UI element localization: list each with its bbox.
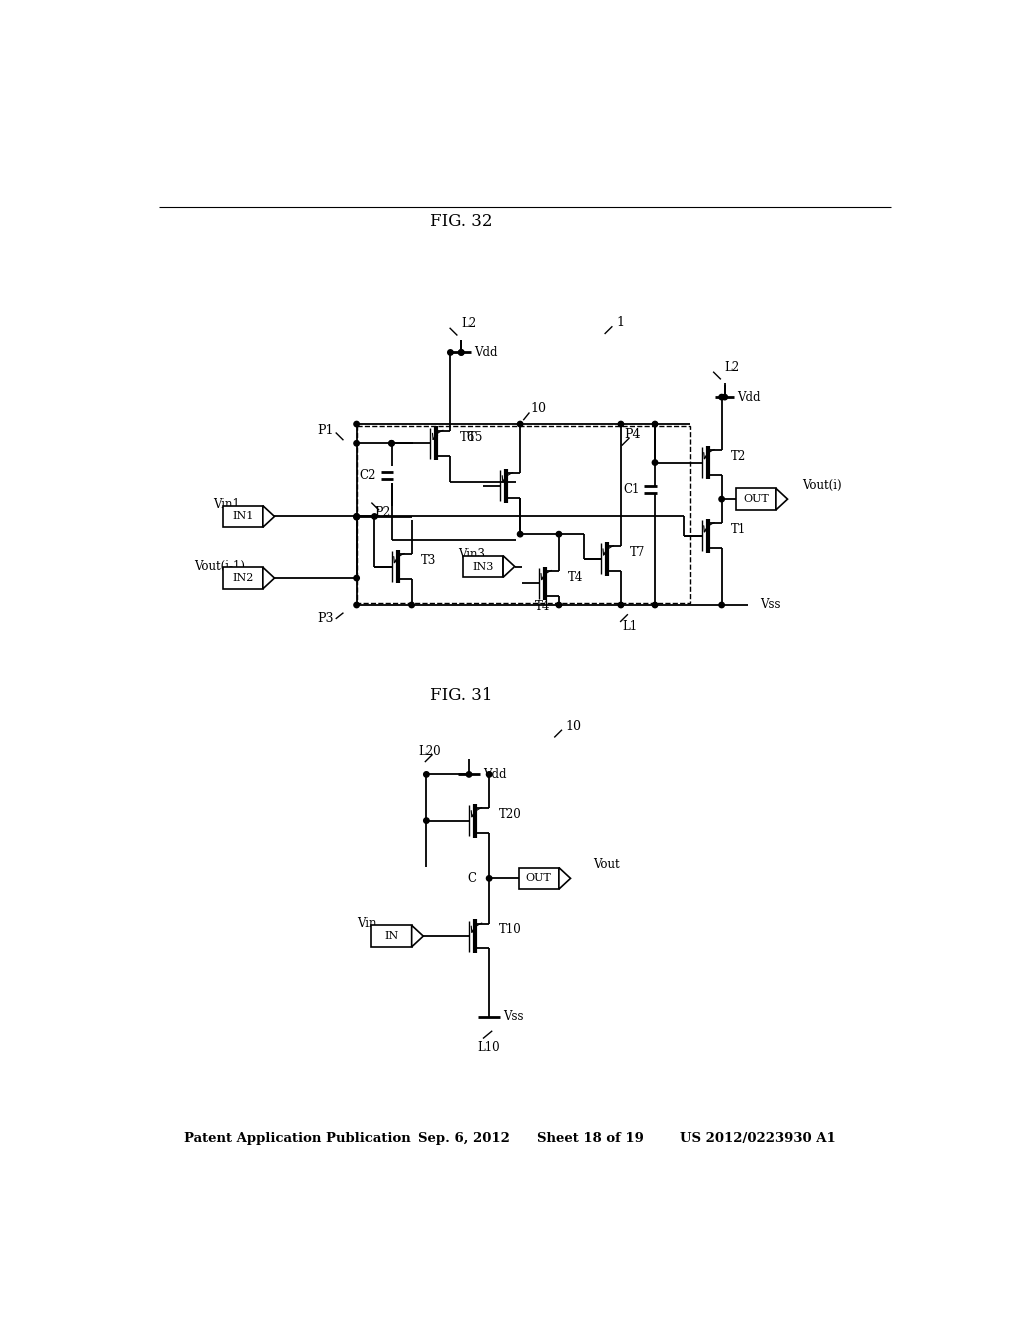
Circle shape xyxy=(354,421,359,426)
Text: Vdd: Vdd xyxy=(483,768,507,781)
Text: 1: 1 xyxy=(616,315,625,329)
Text: Patent Application Publication: Patent Application Publication xyxy=(183,1133,411,1146)
Text: T4: T4 xyxy=(568,570,584,583)
Circle shape xyxy=(354,513,359,519)
Circle shape xyxy=(389,441,394,446)
Bar xyxy=(518,867,559,890)
Circle shape xyxy=(459,350,464,355)
Text: Vin: Vin xyxy=(356,917,376,931)
Text: L10: L10 xyxy=(478,1041,501,1055)
Circle shape xyxy=(652,421,657,426)
Circle shape xyxy=(556,602,561,607)
Circle shape xyxy=(618,421,624,426)
Bar xyxy=(735,488,776,510)
Circle shape xyxy=(424,818,429,824)
Text: Vss: Vss xyxy=(503,1010,523,1023)
Circle shape xyxy=(719,395,724,400)
Text: T2: T2 xyxy=(731,450,746,463)
Text: T5: T5 xyxy=(467,430,483,444)
Text: L1: L1 xyxy=(623,620,638,634)
Text: US 2012/0223930 A1: US 2012/0223930 A1 xyxy=(680,1133,836,1146)
Circle shape xyxy=(722,395,727,400)
Polygon shape xyxy=(263,506,274,527)
Circle shape xyxy=(354,441,359,446)
Polygon shape xyxy=(412,925,423,946)
Circle shape xyxy=(354,513,359,519)
Text: P2: P2 xyxy=(375,506,391,519)
Text: L20: L20 xyxy=(419,744,441,758)
Circle shape xyxy=(486,875,492,880)
Circle shape xyxy=(354,515,359,520)
Circle shape xyxy=(517,421,523,426)
Polygon shape xyxy=(776,488,787,510)
Text: Vout(i-1): Vout(i-1) xyxy=(194,560,245,573)
Text: T1: T1 xyxy=(731,523,746,536)
Circle shape xyxy=(556,532,561,537)
Text: L2: L2 xyxy=(461,317,476,330)
Text: Vout(i): Vout(i) xyxy=(802,479,842,492)
Text: Vdd: Vdd xyxy=(474,346,497,359)
Circle shape xyxy=(354,576,359,581)
Polygon shape xyxy=(503,556,515,577)
Bar xyxy=(356,426,690,603)
Text: FIG. 32: FIG. 32 xyxy=(430,213,493,230)
Circle shape xyxy=(618,602,624,607)
Text: T4: T4 xyxy=(535,601,550,612)
Circle shape xyxy=(447,350,453,355)
Text: C: C xyxy=(468,871,477,884)
Circle shape xyxy=(652,602,657,607)
Bar xyxy=(222,568,263,589)
Text: C1: C1 xyxy=(624,483,640,496)
Text: OUT: OUT xyxy=(742,494,769,504)
Bar xyxy=(222,506,263,527)
Text: Vin3: Vin3 xyxy=(458,548,485,561)
Circle shape xyxy=(466,772,472,777)
Text: T3: T3 xyxy=(421,554,436,566)
Text: T6: T6 xyxy=(460,430,475,444)
Circle shape xyxy=(517,532,523,537)
Text: T20: T20 xyxy=(499,808,521,821)
Text: IN1: IN1 xyxy=(232,511,253,521)
Text: Vdd: Vdd xyxy=(737,391,761,404)
Text: 10: 10 xyxy=(530,403,547,416)
Text: IN2: IN2 xyxy=(232,573,253,583)
Circle shape xyxy=(372,513,377,519)
Text: OUT: OUT xyxy=(526,874,552,883)
Polygon shape xyxy=(559,867,570,890)
Text: L2: L2 xyxy=(725,362,740,375)
Circle shape xyxy=(719,602,724,607)
Text: Vss: Vss xyxy=(760,598,780,611)
Text: P4: P4 xyxy=(624,428,640,441)
Circle shape xyxy=(652,459,657,465)
Text: Sheet 18 of 19: Sheet 18 of 19 xyxy=(537,1133,643,1146)
Circle shape xyxy=(719,496,724,502)
Text: Vin1: Vin1 xyxy=(213,499,240,511)
Text: FIG. 31: FIG. 31 xyxy=(430,686,493,704)
Text: 10: 10 xyxy=(566,721,582,733)
Circle shape xyxy=(354,602,359,607)
Circle shape xyxy=(389,441,394,446)
Circle shape xyxy=(409,602,415,607)
Text: IN3: IN3 xyxy=(472,561,494,572)
Text: IN: IN xyxy=(384,931,398,941)
Bar xyxy=(463,556,503,577)
Circle shape xyxy=(424,772,429,777)
Circle shape xyxy=(486,772,492,777)
Text: P1: P1 xyxy=(316,424,334,437)
Text: Sep. 6, 2012: Sep. 6, 2012 xyxy=(418,1133,510,1146)
Text: C2: C2 xyxy=(359,469,376,482)
Polygon shape xyxy=(263,568,274,589)
Text: P3: P3 xyxy=(316,612,334,626)
Text: T7: T7 xyxy=(630,546,645,560)
Circle shape xyxy=(459,350,464,355)
Text: Vout: Vout xyxy=(593,858,620,871)
Bar xyxy=(372,925,412,946)
Text: T10: T10 xyxy=(499,924,521,936)
